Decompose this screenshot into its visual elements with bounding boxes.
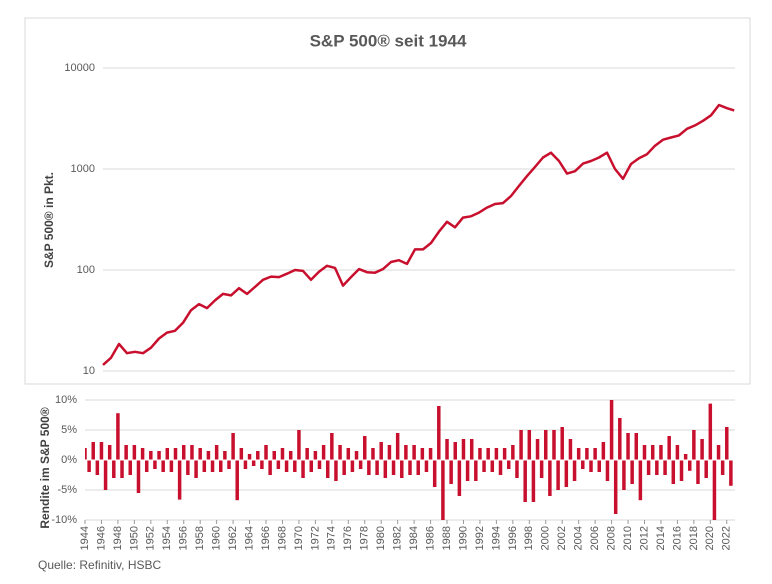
- x-tick-label: 1958: [194, 526, 206, 550]
- x-tick-label: 1986: [424, 526, 436, 550]
- x-tick-label: 1972: [309, 526, 321, 550]
- y-axis-label: Rendite im S&P 500®: [38, 407, 52, 528]
- x-tick-label: 2012: [638, 526, 650, 550]
- x-tick-label: 1954: [161, 526, 173, 550]
- x-tick-label: 2010: [622, 526, 634, 550]
- x-tick-label: 1996: [507, 526, 519, 550]
- x-tick-label: 1948: [112, 526, 124, 550]
- x-tick-label: 1966: [260, 526, 272, 550]
- x-tick-label: 1974: [326, 526, 338, 550]
- x-tick-label: 1960: [211, 526, 223, 550]
- y-tick-label: 5%: [61, 424, 77, 436]
- y-tick-label: 10: [83, 365, 95, 377]
- x-tick-label: 2020: [704, 526, 716, 550]
- x-tick-label: 1980: [375, 526, 387, 550]
- x-tick-label: 2016: [671, 526, 683, 550]
- x-tick-label: 1950: [128, 526, 140, 550]
- source-note: Quelle: Refinitiv, HSBC: [38, 558, 161, 572]
- x-tick-label: 2008: [605, 526, 617, 550]
- x-tick-label: 2002: [556, 526, 568, 550]
- y-tick-label: 10000: [64, 62, 95, 74]
- x-tick-label: 1984: [408, 526, 420, 550]
- price-line: [102, 103, 735, 366]
- x-tick-label: 1952: [145, 526, 157, 550]
- x-tick-label: 1982: [392, 526, 404, 550]
- x-tick-label: 1962: [227, 526, 239, 550]
- x-tick-label: 1990: [457, 526, 469, 550]
- x-tick-label: 2000: [540, 526, 552, 550]
- x-tick-label: 2014: [655, 526, 667, 550]
- x-tick-label: 1994: [490, 526, 502, 550]
- x-tick-label: 1964: [243, 526, 255, 550]
- y-axis-label: S&P 500® in Pkt.: [42, 172, 56, 268]
- x-tick-label: 1956: [178, 526, 190, 550]
- y-tick-label: 10%: [55, 394, 77, 406]
- panel-border: [24, 17, 751, 385]
- y-tick-label: -10%: [51, 514, 77, 526]
- x-tick-label: 1946: [95, 526, 107, 550]
- x-tick-label: 2006: [589, 526, 601, 550]
- x-tick-label: 1968: [276, 526, 288, 550]
- y-tick-label: 100: [77, 264, 95, 276]
- x-tick-label: 2004: [573, 526, 585, 550]
- x-tick-label: 1944: [79, 526, 91, 550]
- y-tick-label: 0%: [61, 454, 77, 466]
- x-tick-label: 2018: [688, 526, 700, 550]
- x-tick-label: 1970: [293, 526, 305, 550]
- x-tick-label: 2022: [721, 526, 733, 550]
- y-tick-label: -5%: [57, 484, 77, 496]
- x-tick-label: 1988: [441, 526, 453, 550]
- x-tick-label: 1998: [523, 526, 535, 550]
- x-tick-label: 1992: [474, 526, 486, 550]
- y-tick-label: 1000: [71, 163, 95, 175]
- chart-title: S&P 500® seit 1944: [310, 31, 467, 50]
- x-tick-label: 1978: [359, 526, 371, 550]
- x-tick-label: 1976: [342, 526, 354, 550]
